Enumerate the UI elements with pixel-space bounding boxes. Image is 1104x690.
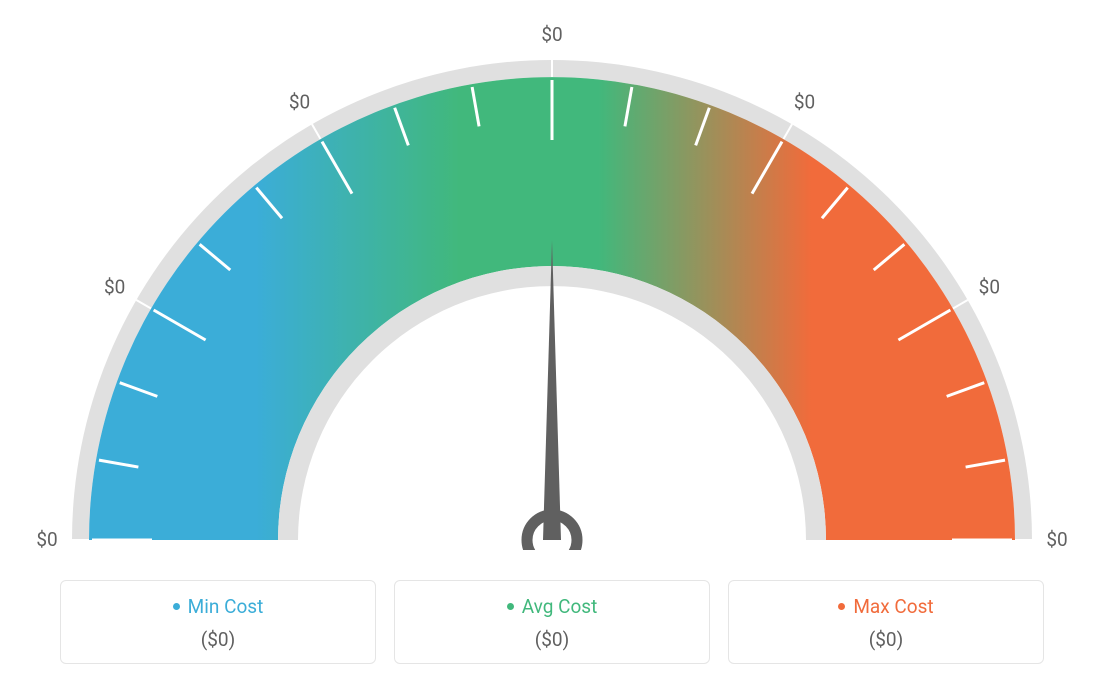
svg-text:$0: $0 xyxy=(104,276,125,299)
legend-value-max: ($0) xyxy=(739,628,1033,651)
legend-text-max: Max Cost xyxy=(853,595,933,618)
legend-row: Min Cost ($0) Avg Cost ($0) Max Cost ($0… xyxy=(60,580,1044,664)
svg-text:$0: $0 xyxy=(1046,528,1067,550)
legend-label-min: Min Cost xyxy=(173,595,264,618)
legend-value-avg: ($0) xyxy=(405,628,699,651)
legend-dot-min xyxy=(173,603,180,610)
legend-box-avg: Avg Cost ($0) xyxy=(394,580,710,664)
svg-text:$0: $0 xyxy=(289,91,310,114)
legend-box-max: Max Cost ($0) xyxy=(728,580,1044,664)
legend-label-avg: Avg Cost xyxy=(507,595,598,618)
legend-value-min: ($0) xyxy=(71,628,365,651)
gauge-chart: $0 $0 $0 $0 $0 $0 $0 xyxy=(0,0,1104,550)
svg-text:$0: $0 xyxy=(541,23,562,46)
legend-dot-max xyxy=(838,603,845,610)
legend-dot-avg xyxy=(507,603,514,610)
gauge-svg: $0 $0 $0 $0 $0 $0 $0 xyxy=(0,0,1104,550)
legend-text-avg: Avg Cost xyxy=(522,595,598,618)
legend-box-min: Min Cost ($0) xyxy=(60,580,376,664)
svg-text:$0: $0 xyxy=(36,528,57,550)
legend-label-max: Max Cost xyxy=(838,595,933,618)
legend-text-min: Min Cost xyxy=(188,595,264,618)
svg-text:$0: $0 xyxy=(794,91,815,114)
svg-text:$0: $0 xyxy=(979,276,1000,299)
